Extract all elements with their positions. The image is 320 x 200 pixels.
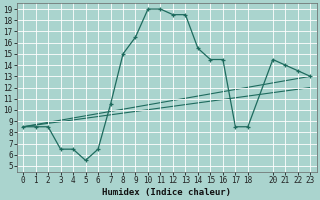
X-axis label: Humidex (Indice chaleur): Humidex (Indice chaleur): [102, 188, 231, 197]
